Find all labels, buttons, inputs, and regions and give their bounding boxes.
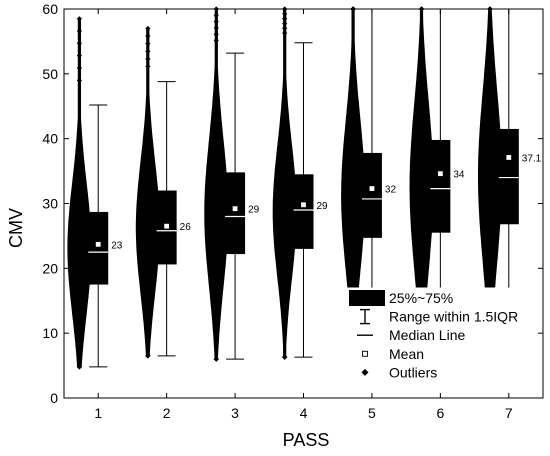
iqr-box [88, 211, 109, 285]
mean-marker [95, 241, 102, 248]
mean-marker [368, 185, 376, 192]
legend: 25%~75% Range within 1.5IQR Median Line Mea… [346, 287, 538, 388]
legend-label: Outliers [389, 364, 437, 380]
outlier-marker [145, 33, 151, 39]
outlier-markers-pass-4 [281, 6, 288, 360]
mean-label: 37.1 [522, 153, 542, 164]
box-pass-2: 26 [156, 81, 192, 357]
outlier-markers-pass-3 [213, 6, 220, 362]
legend-box-swatch [349, 290, 385, 306]
outlier-marker [213, 356, 220, 362]
data-cloud-pass-5 [341, 9, 366, 356]
data-cloud-pass-6 [409, 9, 434, 355]
mean-label: 29 [248, 205, 260, 216]
mean-marker [505, 154, 512, 161]
data-cloud-pass-1 [67, 18, 92, 367]
y-axis-label: CMV [6, 208, 26, 248]
outlier-marker [145, 41, 151, 47]
legend-outlier-swatch [361, 368, 369, 376]
outlier-marker [145, 353, 151, 359]
box-plots: 23 26 29 29 32 34 37.1 [88, 9, 542, 368]
mean-marker [437, 170, 444, 177]
box-pass-4: 29 [293, 42, 329, 358]
legend-label: Mean [389, 346, 424, 362]
outlier-marker [145, 25, 151, 32]
outlier-marker [76, 28, 82, 34]
outlier-marker [282, 25, 288, 31]
mean-label: 23 [111, 240, 123, 251]
legend-item-outliers: Outliers [361, 364, 437, 380]
outlier-marker [145, 56, 151, 62]
legend-label: Range within 1.5IQR [389, 309, 518, 325]
box-pass-1: 23 [88, 104, 123, 368]
y-tick-label: 0 [50, 390, 58, 406]
legend-mean-swatch [362, 350, 368, 357]
outlier-marker [213, 37, 219, 44]
y-tick-label: 60 [42, 1, 58, 17]
mean-marker [231, 205, 239, 212]
y-tick-label: 20 [42, 260, 58, 276]
mean-marker [163, 222, 170, 230]
outlier-marker [76, 53, 82, 59]
data-cloud-pass-4 [272, 9, 297, 358]
data-cloud-pass-3 [204, 9, 229, 360]
legend-item-median: Median Line [357, 327, 465, 343]
data-cloud-pass-7 [478, 9, 502, 354]
x-tick-label: 2 [163, 405, 171, 421]
x-tick-label: 3 [231, 405, 239, 421]
data-point-clouds [67, 6, 502, 370]
outlier-markers-pass-2 [145, 25, 151, 359]
outlier-marker [76, 40, 82, 46]
legend-item-box: 25%~75% [349, 290, 453, 306]
box-pass-3: 29 [225, 52, 260, 360]
iqr-box [293, 174, 314, 249]
y-tick-label: 10 [42, 325, 58, 341]
mean-label: 26 [180, 222, 192, 233]
legend-label: 25%~75% [389, 290, 453, 306]
mean-label: 32 [385, 185, 397, 196]
iqr-box [225, 172, 246, 255]
iqr-box [361, 152, 382, 238]
outlier-marker [213, 18, 219, 25]
mean-marker [300, 201, 307, 208]
outlier-marker [213, 31, 219, 37]
mean-label: 34 [453, 170, 465, 181]
x-tick-label: 1 [94, 405, 102, 421]
legend-item-mean: Mean [362, 346, 424, 362]
outlier-marker [76, 364, 83, 370]
x-axis-label: PASS [283, 430, 330, 450]
y-tick-label: 50 [42, 66, 58, 82]
x-tick-label: 7 [505, 405, 513, 421]
iqr-box [430, 139, 451, 233]
y-tick-label: 30 [42, 196, 58, 212]
legend-label: Median Line [389, 327, 465, 343]
outlier-marker [213, 25, 219, 31]
x-tick-label: 5 [368, 405, 376, 421]
outlier-marker [76, 65, 82, 71]
outlier-marker [145, 48, 151, 54]
outlier-marker [282, 20, 288, 27]
y-tick-label: 40 [42, 131, 58, 147]
data-cloud-pass-2 [135, 28, 160, 356]
x-tick-label: 6 [436, 405, 444, 421]
outlier-marker [76, 77, 82, 83]
outlier-marker [76, 16, 82, 22]
outlier-marker [282, 16, 288, 22]
outlier-marker [282, 11, 288, 17]
outlier-marker [281, 354, 288, 360]
x-tick-label: 4 [300, 405, 308, 421]
outlier-marker [213, 12, 219, 18]
mean-label: 29 [317, 201, 329, 212]
iqr-box [498, 128, 519, 225]
legend-item-range: Range within 1.5IQR [360, 309, 518, 325]
outlier-marker [282, 30, 288, 36]
outlier-marker [145, 63, 151, 70]
outlier-markers-pass-1 [76, 16, 83, 370]
